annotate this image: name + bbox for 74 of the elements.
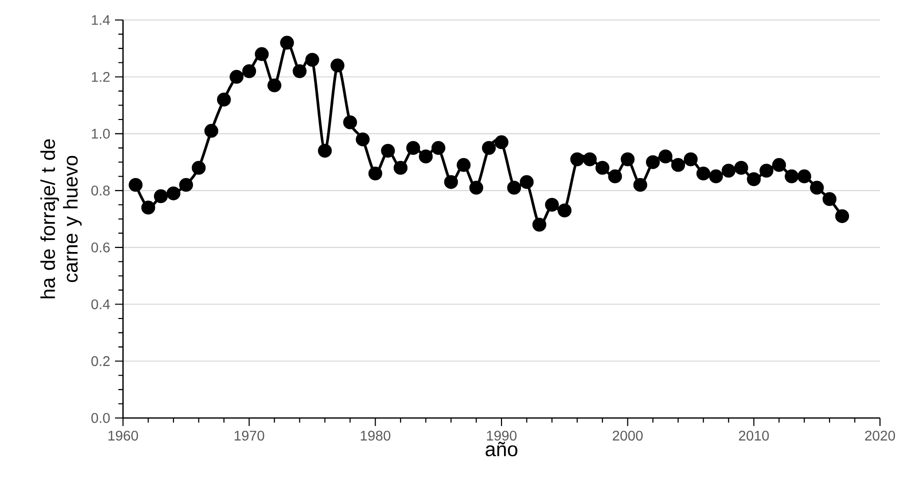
point [406,140,420,155]
point [570,152,584,166]
x-tick-label: 2020 [865,430,896,441]
point [267,78,282,92]
x-tick-label: 1990 [486,430,517,441]
point [746,172,761,186]
point [822,192,836,206]
point [254,47,269,62]
point [192,160,206,175]
x-axis-title: año [486,442,518,456]
point [204,124,218,138]
point [141,200,156,215]
point [456,158,471,172]
point [469,180,484,195]
y-axis-title: ha de forraje/ t de carne y huevo [40,139,82,298]
point [582,152,597,166]
point [280,36,294,50]
point [318,144,332,158]
y-tick-label: 0.6 [91,242,110,252]
point [431,140,446,155]
point [128,178,143,192]
point [230,70,244,84]
point [835,209,850,224]
y-tick-label: 0.0 [91,413,110,423]
y-tick-label: 1.2 [92,72,110,82]
point [330,58,344,72]
point [696,166,710,180]
point [595,160,610,175]
point [545,198,559,212]
y-tick-label: 1.4 [92,15,110,25]
point [658,150,672,164]
point [217,92,231,107]
point [532,218,546,232]
point [722,164,736,178]
point [797,169,812,184]
point [520,175,534,189]
point [166,186,180,200]
point [343,115,358,130]
x-tick-label: 1980 [360,430,390,441]
point [154,189,168,204]
point [620,152,635,166]
point [482,140,496,155]
point [292,64,307,78]
point [608,169,622,184]
x-tick-label: 1960 [108,430,138,441]
x-tick-label: 1970 [234,430,264,441]
point [633,178,648,192]
x-tick-label: 2010 [738,430,769,441]
y-tick-label: 1.0 [92,128,110,139]
point [305,52,320,67]
point [179,178,194,192]
point [684,152,698,166]
point [381,144,395,158]
y-tick-label: 0.2 [91,356,110,366]
point [356,132,370,146]
point [507,180,522,195]
point [444,175,458,189]
y-tick-label: 0.8 [91,186,110,196]
point [558,204,572,218]
point [646,155,660,170]
point [760,164,774,178]
point [810,180,824,195]
y-tick-label: 0.4 [91,299,110,310]
point [734,160,748,175]
point [772,158,786,172]
point [494,135,508,150]
point [394,160,408,175]
point [784,169,799,184]
point [671,158,686,172]
x-tick-label: 2000 [612,430,643,441]
point [418,150,433,164]
point [709,169,723,184]
point [368,166,382,180]
point [242,64,256,78]
